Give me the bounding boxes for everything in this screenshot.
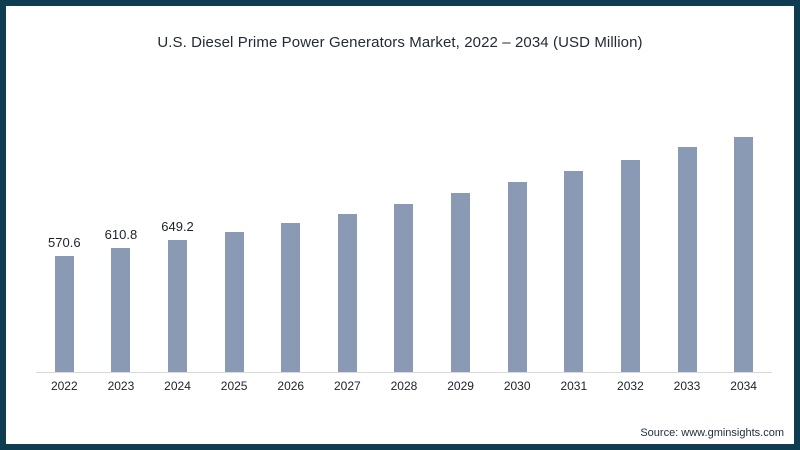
bar (394, 203, 414, 372)
bar (224, 232, 244, 372)
bar (168, 240, 188, 372)
bar-value-label: 610.8 (104, 226, 138, 242)
bar (451, 193, 471, 372)
bar-column (432, 120, 489, 372)
bar-column (489, 120, 546, 372)
x-tick-label: 2034 (730, 379, 757, 393)
x-tick-label: 2026 (277, 379, 305, 393)
bar-column (262, 120, 319, 372)
bar-column (376, 120, 433, 372)
bar-column: 610.8 (93, 120, 150, 372)
bar-value-label: 570.6 (48, 235, 81, 251)
bar-column (659, 120, 716, 372)
x-tick-label: 2025 (220, 379, 248, 393)
bar-column (545, 120, 602, 372)
x-tick-label: 2030 (503, 379, 531, 393)
bar-column: 649.2 (149, 120, 206, 372)
chart-title: U.S. Diesel Prime Power Generators Marke… (157, 34, 643, 51)
bar-value-label: 649.2 (161, 219, 194, 235)
bar (620, 160, 640, 372)
x-tick-label: 2022 (50, 379, 78, 393)
bar (677, 147, 697, 372)
bar-column (319, 120, 376, 372)
x-tick-label: 2032 (617, 379, 644, 393)
bar-column (602, 120, 659, 372)
x-tick-label: 2029 (447, 379, 474, 393)
x-tick-label: 2028 (390, 379, 418, 393)
x-tick-label: 2031 (560, 379, 588, 393)
bar-column (715, 120, 772, 372)
x-tick-label: 2033 (673, 379, 701, 393)
bar (54, 256, 74, 372)
x-tick-label: 2024 (164, 379, 191, 393)
source-note: Source: www.gminsights.com (640, 427, 784, 439)
bar (734, 137, 754, 372)
bar (507, 182, 527, 372)
bar (337, 213, 357, 372)
x-axis: 2022 2023 2024 2025 2026 2027 2028 2029 2030 2031… (36, 379, 772, 393)
bar-column (206, 120, 263, 372)
x-tick-label: 2027 (334, 379, 361, 393)
x-tick-label: 2023 (107, 379, 135, 393)
bar (281, 222, 301, 372)
bar-column: 570.6 (36, 120, 93, 372)
bar (564, 170, 584, 372)
plot-area: 570.6 610.8 649.2 (36, 120, 772, 373)
bar (111, 247, 131, 372)
